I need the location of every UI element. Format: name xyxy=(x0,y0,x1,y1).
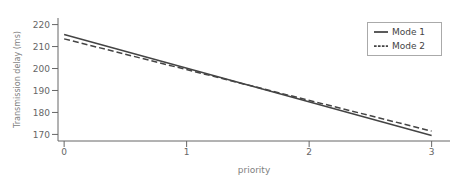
svg-text:170: 170 xyxy=(33,130,50,140)
html-text:Mode 1: Mode 1 xyxy=(391,26,425,37)
svg-text:2: 2 xyxy=(306,147,312,157)
svg-text:Transmission delay (ms): Transmission delay (ms) xyxy=(13,31,22,129)
svg-text:190: 190 xyxy=(33,86,50,96)
svg-text:210: 210 xyxy=(33,42,50,52)
svg-text:priority: priority xyxy=(238,165,271,175)
svg-text:180: 180 xyxy=(33,108,50,118)
html-text:Mode 2: Mode 2 xyxy=(391,40,425,51)
svg-text:3: 3 xyxy=(429,147,435,157)
svg-text:1: 1 xyxy=(184,147,190,157)
svg-text:220: 220 xyxy=(33,20,50,30)
svg-text:200: 200 xyxy=(33,64,50,74)
svg-text:0: 0 xyxy=(61,147,67,157)
